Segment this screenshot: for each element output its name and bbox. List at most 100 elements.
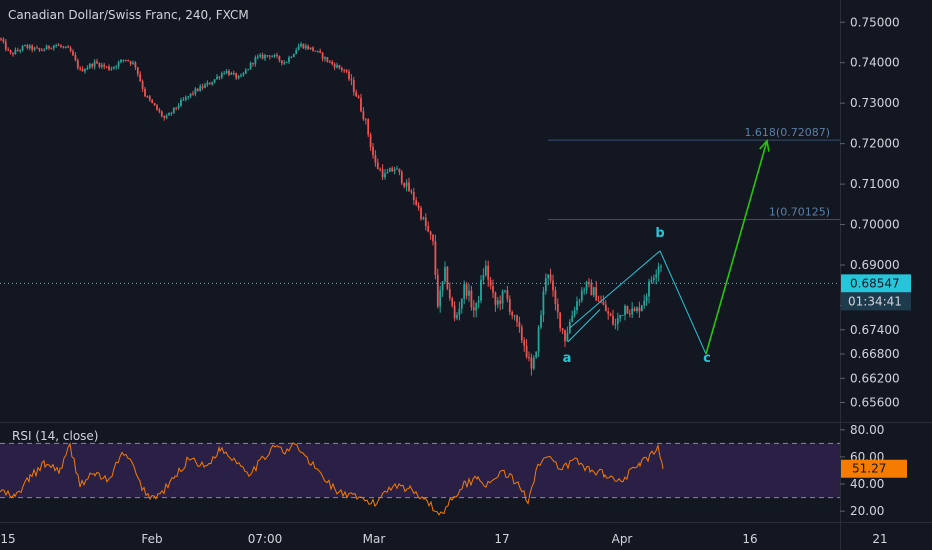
candle-body (240, 75, 242, 77)
candle-body (388, 168, 391, 172)
candle-body (475, 302, 478, 311)
candle-body (43, 49, 46, 51)
candle-body (499, 300, 502, 304)
candle-body (472, 307, 475, 311)
candle-body (595, 287, 598, 301)
candle-body (511, 311, 514, 316)
candle-body (477, 300, 480, 303)
candle-body (614, 324, 617, 326)
candle-body (96, 61, 98, 64)
candle-body (432, 234, 434, 242)
candle-body (268, 55, 271, 57)
candle-body (355, 91, 358, 97)
candle-body (410, 191, 413, 193)
candle-body (232, 72, 235, 74)
candle-body (115, 66, 118, 68)
candle-body (441, 281, 444, 291)
candle-body (177, 105, 180, 108)
candle-body (379, 168, 382, 170)
candle-body (537, 327, 540, 352)
chart-title: Canadian Dollar/Swiss Franc, 240, FXCM (8, 8, 249, 22)
candle-body (319, 50, 322, 53)
candle-body (650, 280, 653, 282)
candle-body (381, 169, 384, 178)
candle-body (540, 315, 542, 328)
candle-body (153, 102, 156, 106)
candle-body (180, 99, 182, 106)
candle-body (156, 105, 158, 110)
candle-body (201, 86, 204, 88)
candle-body (396, 168, 398, 170)
candle-body (621, 314, 624, 316)
candle-body (492, 286, 494, 293)
candle-body (427, 225, 430, 232)
candle-body (225, 70, 228, 74)
candle-body (530, 357, 533, 369)
candle-body (364, 119, 367, 121)
projection-arrow-head (759, 139, 770, 152)
candle-body (309, 47, 312, 50)
price-tick-label: 0.65600 (850, 396, 900, 410)
candle-body (460, 298, 463, 309)
candle-body (304, 45, 307, 49)
candle-body (192, 93, 194, 95)
candle-body (331, 61, 334, 65)
candle-body (247, 68, 250, 71)
candle-body (535, 351, 538, 358)
candle-body (38, 48, 41, 50)
candle-body (7, 49, 10, 51)
candle-body (451, 298, 454, 306)
candle-body (552, 280, 554, 291)
candle-body (93, 61, 96, 67)
candle-body (343, 69, 346, 71)
candle-body (144, 89, 146, 97)
candle-body (264, 55, 266, 59)
candle-body (520, 327, 523, 341)
candle-body (633, 308, 636, 312)
candle-body (33, 47, 36, 50)
rsi-value: 51.27 (852, 462, 886, 476)
candle-body (384, 173, 386, 178)
candle-body (482, 275, 485, 280)
price-tick-label: 0.73000 (850, 96, 900, 110)
time-tick-label: 15 (0, 532, 15, 546)
candle-body (103, 64, 106, 67)
current-price-value: 0.68547 (850, 276, 900, 290)
rsi-value-badge (841, 459, 907, 478)
candle-body (417, 204, 420, 208)
current-price-badge (841, 274, 911, 293)
wave-connector (659, 250, 707, 355)
candle-body (386, 171, 389, 174)
candle-body (24, 44, 26, 47)
candle-body (273, 55, 276, 57)
candle-body (458, 308, 461, 316)
candle-body (391, 168, 394, 172)
candle-body (122, 59, 125, 61)
rsi-band (0, 443, 840, 498)
candle-body (655, 274, 658, 278)
candle-body (100, 64, 103, 67)
candle-body (372, 146, 374, 156)
candle-body (547, 274, 550, 279)
time-tick-label: 16 (742, 532, 757, 546)
countdown-badge (841, 292, 911, 311)
candle-body (489, 279, 492, 287)
candle-body (338, 65, 341, 68)
candle-body (74, 55, 77, 61)
candle-body (84, 69, 86, 72)
candle-body (12, 52, 14, 55)
candle-body (590, 283, 593, 296)
candle-body (348, 71, 350, 80)
candle-body (496, 300, 499, 305)
candle-body (434, 241, 437, 275)
candle-body (588, 281, 590, 284)
candle-body (211, 82, 214, 85)
candle-body (0, 38, 2, 40)
candle-body (57, 45, 60, 47)
candle-body (657, 266, 660, 275)
candle-body (189, 93, 192, 97)
candle-body (321, 52, 324, 59)
candle-body (64, 46, 67, 48)
